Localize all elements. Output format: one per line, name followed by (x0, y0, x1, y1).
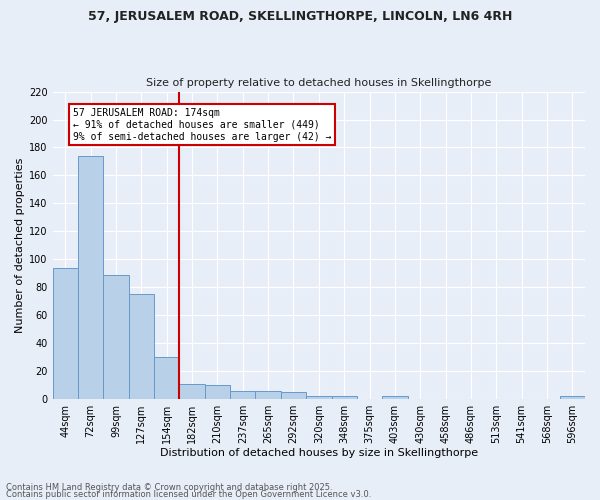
Text: 57 JERUSALEM ROAD: 174sqm
← 91% of detached houses are smaller (449)
9% of semi-: 57 JERUSALEM ROAD: 174sqm ← 91% of detac… (73, 108, 331, 142)
Text: Contains public sector information licensed under the Open Government Licence v3: Contains public sector information licen… (6, 490, 371, 499)
Bar (230, 390, 256, 399)
Bar (78, 156, 103, 399)
Bar (103, 274, 129, 399)
Bar (129, 294, 154, 399)
Bar (281, 392, 306, 399)
Bar (53, 268, 78, 399)
Text: Contains HM Land Registry data © Crown copyright and database right 2025.: Contains HM Land Registry data © Crown c… (6, 484, 332, 492)
Bar (179, 384, 205, 399)
Title: Size of property relative to detached houses in Skellingthorpe: Size of property relative to detached ho… (146, 78, 491, 88)
Bar (154, 357, 179, 399)
Y-axis label: Number of detached properties: Number of detached properties (15, 158, 25, 333)
Bar (256, 390, 281, 399)
Bar (306, 396, 332, 399)
Bar (382, 396, 407, 399)
Text: 57, JERUSALEM ROAD, SKELLINGTHORPE, LINCOLN, LN6 4RH: 57, JERUSALEM ROAD, SKELLINGTHORPE, LINC… (88, 10, 512, 23)
X-axis label: Distribution of detached houses by size in Skellingthorpe: Distribution of detached houses by size … (160, 448, 478, 458)
Bar (205, 385, 230, 399)
Bar (332, 396, 357, 399)
Bar (560, 396, 585, 399)
